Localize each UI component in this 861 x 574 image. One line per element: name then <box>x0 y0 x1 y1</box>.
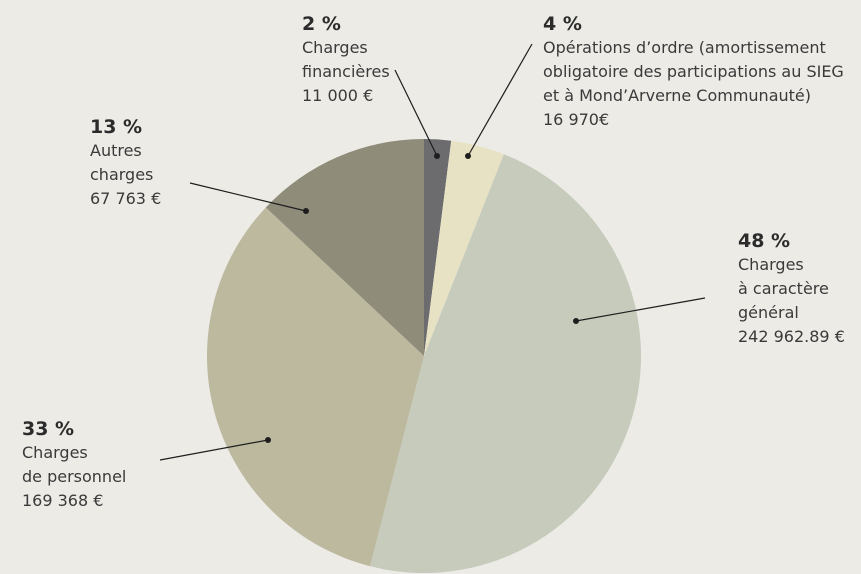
leader-dot <box>465 153 471 159</box>
percent-label: 13 % <box>90 116 143 138</box>
category-label: Opérations d’ordre (amortissement obliga… <box>543 38 844 105</box>
amount-label: 169 368 € <box>22 491 104 510</box>
pie-slice <box>424 140 504 356</box>
leader-line <box>189 182 307 212</box>
leader-line <box>467 43 533 157</box>
slice-label: 13 % Autres charges 67 763 € <box>90 115 161 211</box>
leader-dot <box>573 318 579 324</box>
percent-label: 2 % <box>302 13 341 35</box>
leader-line <box>159 439 269 461</box>
amount-label: 67 763 € <box>90 189 162 208</box>
amount-label: 242 962.89 € <box>738 327 845 346</box>
leader-dot <box>265 437 271 443</box>
category-label: Charges à caractère général <box>738 255 829 322</box>
amount-label: 11 000 € <box>302 86 374 105</box>
percent-label: 33 % <box>22 418 75 440</box>
leader-line <box>394 69 438 157</box>
slice-label: 2 % Charges financières 11 000 € <box>302 12 390 108</box>
slice-label: 48 % Charges à caractère général 242 962.8… <box>738 229 845 349</box>
slice-label: 33 % Charges de personnel 169 368 € <box>22 417 126 513</box>
pie-slice <box>206 207 424 567</box>
pie-slice <box>424 139 452 356</box>
leader-dot <box>434 153 440 159</box>
category-label: Autres charges <box>90 141 154 184</box>
category-label: Charges financières <box>302 38 390 81</box>
slice-label: 4 % Opérations d’ordre (amortissement obl… <box>543 12 844 132</box>
pie-slice <box>265 139 424 356</box>
percent-label: 48 % <box>738 230 791 252</box>
leader-dot <box>303 208 309 214</box>
amount-label: 16 970€ <box>543 110 610 129</box>
category-label: Charges de personnel <box>22 443 127 486</box>
pie-slice <box>370 154 641 573</box>
leader-line <box>575 297 706 322</box>
percent-label: 4 % <box>543 13 582 35</box>
